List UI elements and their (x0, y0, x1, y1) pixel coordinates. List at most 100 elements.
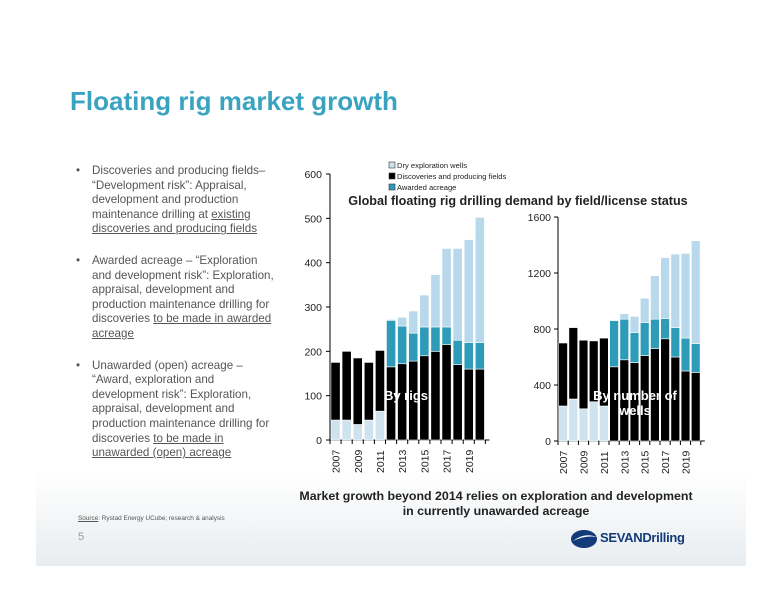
legend-swatch (388, 172, 396, 180)
source-text: : Rystad Energy UCube; research & analys… (98, 515, 225, 522)
bar-segment (599, 405, 609, 442)
bar-segment (352, 424, 363, 441)
x-tick-label: 2017 (660, 450, 672, 474)
bar-segment (629, 316, 640, 333)
y-tick-label: 600 (304, 169, 322, 181)
bar-segment (330, 419, 341, 441)
chart-annotation: By rigs (384, 388, 428, 403)
bar-segment (419, 326, 430, 357)
bar-segment (430, 351, 441, 441)
bar-segment (639, 322, 650, 356)
bar-segment (386, 366, 396, 441)
bar-segment (629, 332, 640, 363)
legend-swatch (388, 161, 396, 169)
bullet-emphasis: existing discoveries and producing field… (92, 207, 257, 236)
x-tick-label: 2019 (681, 450, 693, 474)
bullet-marker: • (76, 253, 81, 267)
bar-segment (330, 362, 341, 421)
bar-segment (386, 319, 396, 321)
y-tick-label: 800 (533, 324, 551, 336)
bar-segment (660, 257, 670, 319)
bar-segment (341, 351, 352, 421)
bar-segment (588, 340, 599, 403)
bar-segment (619, 318, 630, 361)
bullet-marker: • (76, 358, 81, 372)
bar-segment (452, 364, 463, 441)
bar-segment (363, 362, 374, 421)
company-logo: SEVANDrilling (570, 526, 720, 552)
bar-segment (419, 294, 430, 328)
bullet-text: Unawarded (open) acreage – “Award, explo… (92, 358, 270, 445)
bar-segment (463, 239, 474, 343)
x-tick-label: 2017 (442, 449, 454, 473)
bar-segment (568, 327, 579, 400)
bullet-item-awarded: • Awarded acreage – “Exploration and deve… (76, 254, 276, 342)
bar-segment (609, 366, 619, 442)
x-tick-label: 2015 (640, 450, 652, 474)
bar-segment (408, 332, 419, 362)
x-tick-label: 2009 (353, 449, 365, 473)
x-tick-label: 2011 (599, 451, 611, 474)
bar-segment (588, 401, 599, 442)
bar-segment (474, 342, 485, 370)
bar-segment (463, 342, 474, 370)
bar-segment (430, 274, 441, 328)
y-tick-label: 200 (304, 346, 322, 358)
bar-segment (619, 313, 630, 320)
bullet-emphasis: to be made in unawarded (open) acreage (92, 431, 232, 460)
bottom-band (36, 470, 746, 566)
chart-annotation: wells (618, 403, 651, 418)
logo-text: SEVANDrilling (600, 530, 685, 545)
bar-segment (363, 419, 374, 441)
bar-segment (670, 253, 681, 328)
bar-segment (474, 217, 485, 343)
bullet-item-unawarded: • Unawarded (open) acreage – “Award, expl… (76, 359, 276, 461)
bar-segment (680, 337, 691, 372)
bar-segment (578, 339, 589, 410)
bar-segment (680, 253, 691, 339)
legend-label: Dry exploration wells (397, 161, 467, 170)
bullet-list: • Discoveries and producing fields– “Deve… (76, 164, 276, 478)
bullet-item-discoveries: • Discoveries and producing fields– “Deve… (76, 164, 276, 237)
legend-swatch (388, 183, 396, 191)
y-tick-label: 1600 (528, 212, 552, 224)
bar-segment (568, 398, 579, 442)
x-tick-label: 2009 (579, 450, 591, 474)
bullet-text: Discoveries and producing fields– “Devel… (92, 164, 266, 221)
source-note: Source: Rystad Energy UCube; research & … (78, 515, 225, 522)
bar-segment (558, 342, 568, 407)
y-tick-label: 100 (304, 391, 322, 403)
chart-annotation: By number of (593, 388, 677, 403)
x-tick-label: 2015 (419, 449, 431, 473)
y-tick-label: 500 (304, 213, 322, 225)
bar-segment (441, 344, 452, 441)
bar-segment (690, 240, 701, 345)
bar-segment (599, 337, 609, 407)
bar-segment (408, 310, 419, 334)
y-tick-label: 400 (533, 380, 551, 392)
bar-segment (441, 248, 452, 328)
x-tick-label: 2011 (375, 450, 387, 473)
x-tick-label: 2013 (619, 450, 631, 474)
bar-segment (474, 368, 485, 441)
chart-caption-line: Market growth beyond 2014 relies on expl… (299, 489, 692, 503)
page-number: 5 (78, 531, 85, 543)
bar-segment (639, 297, 650, 324)
bar-segment (352, 357, 363, 425)
bar-segment (397, 325, 408, 365)
y-tick-label: 0 (545, 436, 551, 448)
bar-segment (452, 248, 463, 341)
logo-swoosh-icon (571, 530, 597, 548)
bullet-emphasis: to be made in awarded acreage (92, 312, 272, 340)
bar-segment (341, 419, 352, 441)
bar-segment (690, 372, 701, 442)
bar-segment (609, 320, 619, 368)
bar-segment (441, 326, 452, 345)
bar-segment (452, 339, 463, 365)
y-tick-label: 300 (304, 302, 322, 314)
x-tick-label: 2007 (558, 450, 570, 474)
bar-segment (650, 318, 660, 349)
bar-segment (463, 368, 474, 441)
